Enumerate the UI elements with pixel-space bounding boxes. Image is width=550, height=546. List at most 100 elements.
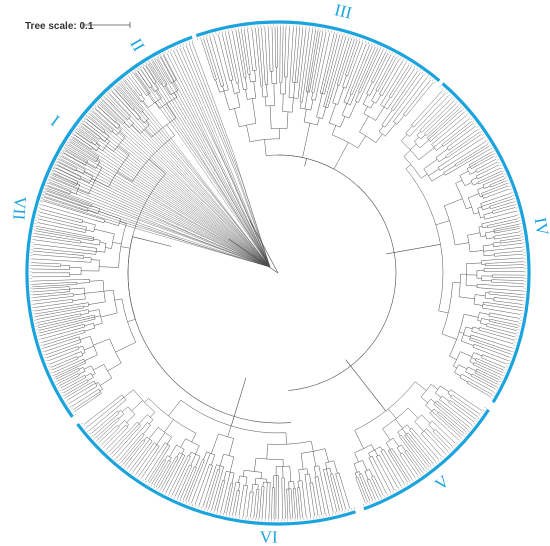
tree-leaf: [451, 394, 480, 415]
tree-leaf: [445, 131, 480, 157]
tree-branch: [414, 421, 424, 432]
tree-leaf: [137, 70, 151, 89]
tip-tick: [151, 58, 154, 62]
tip-tick: [51, 170, 54, 173]
tree-arc: [342, 86, 347, 89]
tree-leaf: [349, 44, 370, 95]
tip-tick: [419, 473, 422, 477]
tree-arc: [337, 84, 340, 86]
clade-subtree-6: [83, 389, 350, 520]
tree-leaf: [42, 200, 100, 219]
tip-tick: [64, 144, 68, 147]
tree-arc: [81, 220, 83, 224]
tree-leaf: [448, 402, 475, 422]
tree-leaf: [63, 379, 88, 394]
tree-branch: [195, 445, 200, 455]
tree-leaf: [412, 95, 449, 133]
tree-leaf: [488, 293, 523, 298]
tree-leaf: [496, 317, 520, 323]
tree-arc: [405, 132, 410, 137]
tree-leaf: [156, 58, 168, 78]
tip-tick: [494, 389, 497, 391]
tree-leaf: [48, 183, 140, 220]
tree-branch: [305, 77, 309, 92]
tree-backbone-branch: [386, 244, 441, 255]
tree-branch: [405, 125, 413, 134]
tree-branch: [235, 167, 271, 268]
tip-tick: [44, 188, 47, 191]
tree-branch: [242, 485, 245, 494]
tree-branch: [482, 183, 487, 186]
tree-leaf: [180, 466, 195, 499]
tree-branch: [480, 323, 487, 326]
tip-tick: [115, 84, 118, 87]
tree-branch: [190, 105, 271, 268]
tree-leaf: [43, 199, 134, 228]
tip-tick: [335, 512, 337, 515]
tree-leaf: [273, 487, 275, 519]
tip-tick: [506, 362, 510, 365]
tip-tick: [38, 207, 41, 209]
tree-arc: [229, 106, 241, 111]
tree-branch: [233, 481, 237, 492]
tree-branch: [335, 473, 337, 478]
tree-branch: [333, 460, 338, 474]
tree-arc: [202, 459, 205, 461]
tree-arc: [459, 374, 462, 378]
tree-branch: [442, 395, 450, 402]
tree-branch: [482, 226, 488, 229]
tree-leaf: [92, 110, 164, 173]
tree-branch: [105, 247, 112, 249]
tree-leaf: [166, 53, 191, 99]
tree-branch: [440, 385, 450, 393]
tree-branch: [406, 434, 413, 442]
tip-tick: [68, 139, 71, 141]
tree-branch: [318, 465, 321, 471]
tip-tick: [451, 446, 454, 449]
tree-branch: [120, 246, 131, 249]
tree-arc: [300, 108, 311, 111]
tip-tick: [118, 82, 121, 85]
tree-branch: [379, 85, 385, 95]
tip-tick: [84, 427, 87, 430]
tip-tick: [346, 34, 348, 37]
tree-leaf: [264, 27, 268, 78]
tree-leaf: [295, 488, 298, 519]
tree-branch: [371, 444, 375, 451]
tree-arc: [167, 455, 172, 458]
tree-leaf: [33, 243, 84, 251]
tree-branch: [381, 109, 393, 126]
tree-branch: [83, 158, 88, 162]
tip-tick: [74, 130, 77, 133]
tip-tick: [358, 38, 361, 41]
tree-leaf: [500, 240, 522, 244]
tip-tick: [37, 210, 40, 212]
tree-branch: [191, 433, 197, 443]
tip-tick: [139, 477, 142, 480]
tree-branch: [93, 322, 103, 326]
tree-leaf: [80, 125, 100, 140]
clade-label-3: III: [333, 0, 354, 23]
tree-leaf: [232, 490, 238, 515]
tip-tick: [179, 498, 182, 502]
tip-tick: [159, 489, 161, 492]
tree-branch: [150, 201, 271, 268]
tree-branch: [226, 67, 231, 81]
tree-branch: [175, 188, 271, 268]
tree-arc: [239, 123, 256, 128]
tree-leaf: [479, 333, 514, 345]
tree-leaf: [154, 59, 199, 136]
tip-tick: [113, 86, 116, 89]
tip-tick: [228, 29, 230, 32]
tree-branch: [159, 197, 271, 268]
tree-branch: [480, 235, 486, 237]
tree-leaf: [448, 137, 484, 161]
tree-arc: [163, 459, 166, 462]
tree-leaf: [32, 286, 66, 290]
tree-branch: [86, 162, 96, 169]
tree-leaf: [35, 307, 84, 317]
tree-leaf: [36, 310, 83, 320]
tree-branch: [89, 385, 98, 392]
tip-tick: [488, 144, 492, 147]
tip-tick: [425, 470, 427, 473]
